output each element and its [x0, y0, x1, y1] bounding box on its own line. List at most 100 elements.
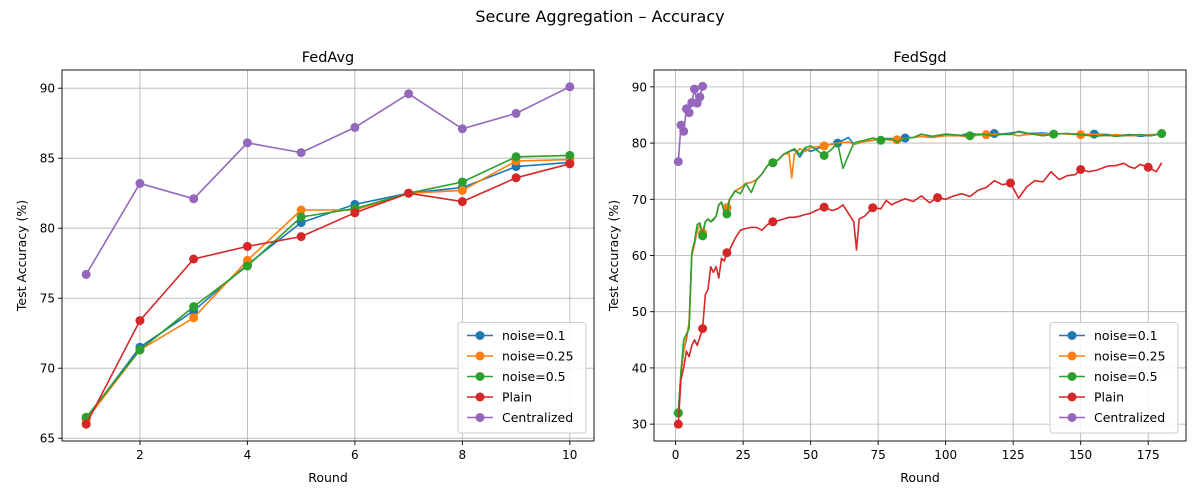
data-point — [698, 231, 708, 241]
legend-label: Centralized — [502, 410, 573, 425]
data-point — [242, 138, 252, 148]
y-axis-label: Test Accuracy (%) — [14, 200, 29, 312]
data-point — [876, 135, 886, 145]
data-point — [189, 254, 199, 264]
series-line — [85, 163, 571, 425]
data-point — [722, 248, 732, 258]
x-tick-label: 10 — [562, 448, 577, 462]
data-point — [511, 173, 521, 183]
data-point — [684, 108, 694, 118]
data-point — [819, 202, 829, 212]
data-point — [768, 158, 778, 168]
x-tick-label: 100 — [934, 448, 957, 462]
data-point — [457, 185, 467, 195]
legend: noise=0.1 noise=0.25 noise=0.5 Plain Central… — [457, 322, 587, 434]
data-point — [933, 193, 943, 203]
data-point — [819, 150, 829, 160]
y-tick-label: 50 — [632, 305, 647, 319]
series-line — [85, 158, 570, 421]
chart-1: 0 25 50 75 100 125 150 175 30 40 50 60 70 80 90 FedSgd R… — [606, 50, 1187, 485]
chart-title: FedAvg — [302, 50, 355, 66]
legend-marker — [475, 413, 485, 422]
data-point — [1005, 178, 1015, 188]
x-tick-label: 175 — [1137, 448, 1160, 462]
y-tick-label: 85 — [40, 152, 55, 166]
data-point — [1049, 129, 1059, 139]
series-line — [85, 154, 570, 418]
data-point — [404, 89, 414, 99]
data-point — [457, 197, 467, 207]
legend-box — [1049, 322, 1179, 434]
y-tick-label: 90 — [632, 80, 647, 94]
y-axis-label: Test Accuracy (%) — [606, 200, 621, 312]
data-point — [135, 345, 145, 355]
legend-label: noise=0.5 — [1094, 369, 1158, 384]
data-point — [242, 241, 252, 251]
data-point — [722, 209, 732, 219]
y-tick-label: 70 — [632, 193, 647, 207]
data-point — [296, 232, 306, 242]
data-point — [819, 141, 829, 151]
x-tick-label: 25 — [735, 448, 750, 462]
chart-0: 2 4 6 8 10 65 70 75 80 85 90 FedAvg Round Test Accura… — [14, 50, 595, 485]
series-Plain — [673, 162, 1163, 429]
y-tick-label: 75 — [40, 292, 55, 306]
data-point — [679, 126, 689, 136]
legend-label: noise=0.1 — [502, 328, 566, 343]
data-point — [768, 217, 778, 227]
series-Plain — [81, 159, 575, 429]
data-point — [565, 82, 575, 92]
x-axis-label: Round — [308, 470, 348, 485]
data-point — [189, 302, 199, 312]
data-point — [965, 131, 975, 141]
data-point — [404, 188, 414, 198]
x-tick-label: 2 — [136, 448, 144, 462]
figure-suptitle: Secure Aggregation – Accuracy — [475, 7, 725, 26]
x-tick-label: 50 — [803, 448, 818, 462]
x-tick-label: 0 — [672, 448, 680, 462]
legend-label: noise=0.1 — [1094, 328, 1158, 343]
data-point — [81, 419, 91, 429]
data-point — [892, 135, 902, 145]
legend-marker — [1067, 413, 1077, 422]
y-tick-label: 65 — [40, 432, 55, 446]
data-point — [350, 208, 360, 218]
legend-marker — [475, 351, 485, 361]
x-tick-label: 150 — [1069, 448, 1092, 462]
data-point — [868, 203, 878, 213]
data-point — [81, 269, 91, 279]
legend-marker — [1067, 372, 1077, 381]
data-point — [350, 122, 360, 132]
x-tick-label: 4 — [244, 448, 252, 462]
series-line — [677, 162, 1163, 425]
data-point — [296, 148, 306, 158]
legend-marker — [475, 331, 485, 340]
data-point — [565, 150, 575, 160]
y-tick-label: 60 — [632, 249, 647, 263]
x-tick-label: 8 — [459, 448, 467, 462]
legend-label: Plain — [1094, 390, 1124, 405]
legend-label: Plain — [502, 390, 532, 405]
data-point — [673, 157, 683, 167]
data-point — [511, 108, 521, 118]
data-point — [1076, 164, 1086, 174]
series-Centralized — [673, 81, 708, 167]
series-noise=0.5 — [673, 129, 1167, 418]
y-tick-label: 70 — [40, 362, 55, 376]
data-point — [457, 124, 467, 134]
data-point — [565, 159, 575, 169]
data-point — [135, 178, 145, 188]
data-point — [690, 84, 700, 94]
data-point — [135, 316, 145, 326]
y-tick-label: 40 — [632, 361, 647, 375]
axes-frame — [61, 69, 595, 442]
legend-marker — [1067, 331, 1077, 340]
x-tick-label: 75 — [871, 448, 886, 462]
data-point — [1157, 129, 1167, 139]
data-point — [511, 152, 521, 162]
data-point — [698, 324, 708, 334]
data-point — [457, 177, 467, 187]
data-point — [189, 313, 199, 323]
x-tick-label: 125 — [1002, 448, 1025, 462]
